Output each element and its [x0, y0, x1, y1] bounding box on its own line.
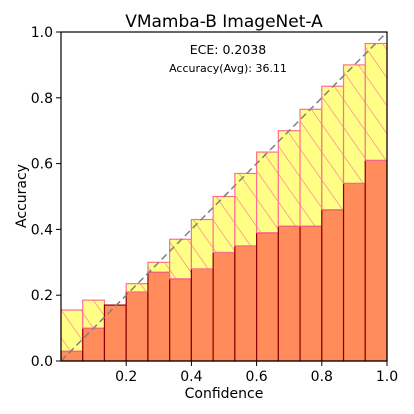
- y-tick-label: 0.8: [31, 91, 53, 107]
- x-tick-label: 0.6: [245, 369, 267, 385]
- accuracy-bar: [190, 268, 214, 362]
- gap-hatch: [234, 173, 257, 246]
- accuracy-bar: [60, 350, 84, 362]
- x-tick-label: 1.0: [376, 369, 398, 385]
- accuracy-bar: [125, 291, 149, 362]
- plot-frame: [60, 31, 388, 362]
- x-tick-label: 0.4: [180, 369, 202, 385]
- gap-hatch: [126, 283, 148, 292]
- gap-hatch: [321, 86, 344, 210]
- y-axis: 0.0 0.2 0.4 0.6 0.8 1.0: [31, 25, 61, 370]
- x-axis-label: Confidence: [185, 386, 264, 402]
- gap-hatch: [169, 239, 192, 279]
- x-tick-label: 0.2: [115, 369, 137, 385]
- accuracy-bar: [256, 232, 279, 362]
- gap-hatch: [213, 196, 235, 253]
- accuracy-bar: [82, 327, 106, 362]
- accuracy-bar: [277, 225, 301, 362]
- x-axis: 0.2 0.4 0.6 0.8 1.0: [115, 361, 398, 385]
- x-tick-label: 0.8: [311, 369, 333, 385]
- accuracy-bar: [321, 209, 345, 362]
- gap-hatch: [300, 109, 322, 227]
- accuracy-bar: [147, 271, 171, 362]
- gap-hatch: [278, 130, 301, 227]
- y-tick-label: 0.6: [31, 157, 53, 173]
- accuracy-bar: [342, 182, 366, 362]
- y-tick-label: 0.2: [31, 288, 53, 304]
- ece-annotation: ECE: 0.2038: [190, 42, 266, 57]
- y-tick-label: 0.4: [31, 222, 53, 238]
- gap-hatch: [256, 152, 279, 233]
- accuracy-bar: [212, 251, 236, 362]
- accuracy-bar: [169, 278, 193, 362]
- y-axis-label: Accuracy: [14, 164, 30, 228]
- accuracy-bar: [299, 225, 323, 362]
- gap-hatch: [61, 310, 83, 352]
- y-tick-label: 1.0: [31, 25, 53, 41]
- perfect-calibration-line: [60, 31, 388, 362]
- gap-hatch: [191, 219, 214, 269]
- chart-title: VMamba-B ImageNet-A: [125, 12, 323, 32]
- gap-hatch: [82, 300, 105, 329]
- plot-area: [60, 31, 388, 362]
- accuracy-annotation: Accuracy(Avg): 36.11: [169, 62, 287, 75]
- y-tick-label: 0.0: [31, 354, 53, 370]
- gap-hatch: [343, 64, 366, 184]
- accuracy-bar: [234, 245, 258, 362]
- gap-hatch: [147, 262, 170, 273]
- accuracy-bar: [364, 159, 388, 362]
- gap-hatch: [365, 43, 387, 161]
